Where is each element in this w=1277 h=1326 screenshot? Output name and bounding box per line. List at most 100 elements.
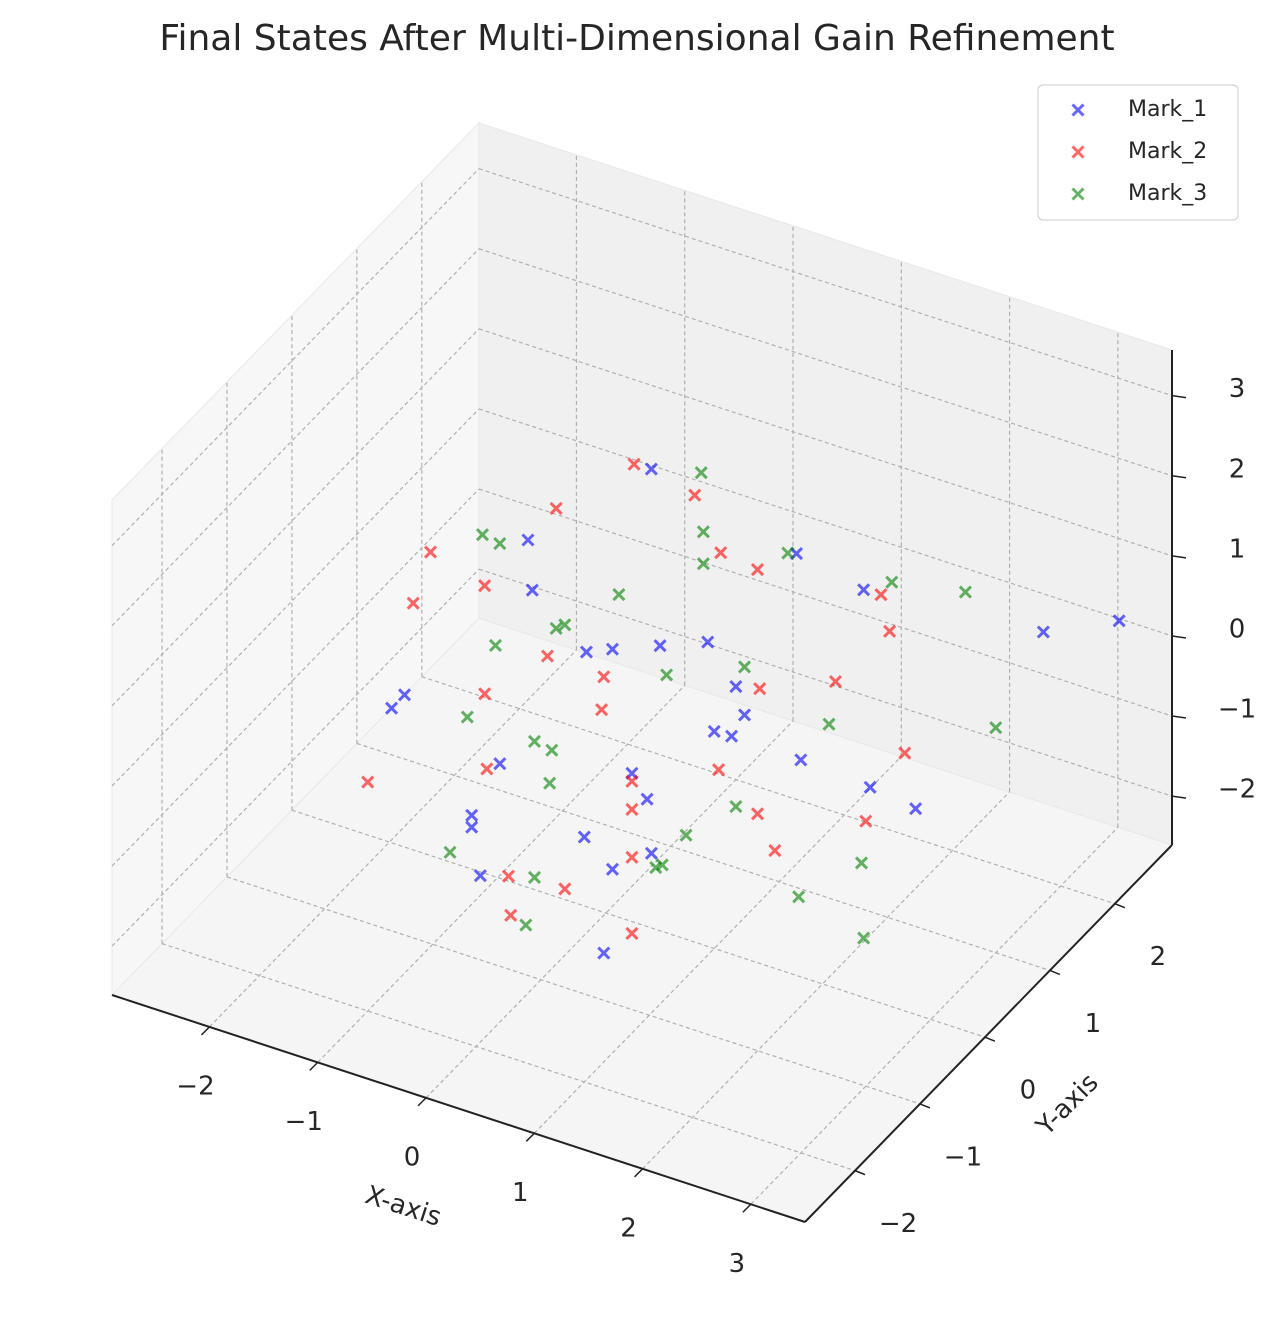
tick-mark xyxy=(525,1132,535,1142)
grid-line xyxy=(478,168,1173,397)
point xyxy=(525,583,539,597)
grid-line xyxy=(111,328,480,707)
point xyxy=(898,746,912,760)
tick-mark xyxy=(1049,969,1061,976)
point xyxy=(423,545,438,559)
point xyxy=(384,701,399,715)
point xyxy=(579,645,594,659)
tick-mark xyxy=(1171,715,1187,719)
point xyxy=(605,642,619,656)
point xyxy=(460,710,474,724)
x-tick-label: 0 xyxy=(404,1142,421,1172)
point xyxy=(540,649,555,663)
x-tick-label: 1 xyxy=(512,1178,529,1208)
point xyxy=(519,918,533,932)
point xyxy=(625,850,639,864)
grid-line xyxy=(111,168,480,547)
point xyxy=(725,729,739,743)
point xyxy=(854,856,869,870)
grid-line xyxy=(317,684,686,1063)
tick-mark xyxy=(742,1203,752,1213)
point xyxy=(714,546,728,560)
point xyxy=(696,525,710,539)
x-tick-label: −2 xyxy=(176,1071,214,1101)
point xyxy=(883,624,897,638)
point xyxy=(521,533,535,547)
tick-mark xyxy=(1171,795,1187,799)
grid-line xyxy=(291,809,986,1038)
x-tick-label: 3 xyxy=(729,1249,746,1279)
tick-mark xyxy=(1171,475,1187,479)
legend-marker xyxy=(1071,145,1085,159)
z-tick-label: 2 xyxy=(1229,454,1246,484)
point xyxy=(493,536,507,551)
point xyxy=(660,668,674,682)
point xyxy=(625,802,639,816)
tick-mark xyxy=(634,1168,644,1178)
chart-title: Final States After Multi-Dimensional Gai… xyxy=(159,18,1114,59)
point xyxy=(644,846,659,860)
point xyxy=(737,660,752,674)
grid-line xyxy=(478,488,1173,717)
point xyxy=(909,802,923,816)
x-axis-label: X-axis xyxy=(361,1180,444,1233)
point xyxy=(792,890,806,904)
y-tick-label: 1 xyxy=(1085,1009,1102,1039)
tick-mark xyxy=(1171,394,1187,399)
point xyxy=(753,682,767,696)
point xyxy=(694,466,708,480)
y-tick-label: 0 xyxy=(1020,1076,1037,1106)
point xyxy=(478,687,492,701)
point xyxy=(989,721,1003,735)
grid-line xyxy=(478,248,1173,477)
point xyxy=(605,862,620,876)
point xyxy=(473,869,487,883)
point xyxy=(480,762,494,776)
tick-mark xyxy=(417,1097,427,1107)
z-tick-label: −1 xyxy=(1218,695,1256,725)
point xyxy=(625,774,639,788)
point xyxy=(857,583,871,597)
point xyxy=(397,688,412,702)
grid-line xyxy=(111,488,480,867)
point xyxy=(465,808,479,822)
tick-mark xyxy=(984,1036,996,1042)
point xyxy=(640,792,654,806)
legend-marker xyxy=(1071,187,1085,201)
x-tick-label: −1 xyxy=(285,1107,323,1137)
point xyxy=(443,845,457,859)
legend-label: Mark_2 xyxy=(1128,139,1207,164)
point xyxy=(729,800,743,814)
point xyxy=(406,596,420,610)
point xyxy=(361,775,375,789)
point xyxy=(822,717,836,731)
grid-line xyxy=(161,943,856,1172)
point xyxy=(863,780,877,794)
point xyxy=(595,703,609,717)
tick-mark xyxy=(1171,635,1187,639)
point xyxy=(478,579,492,593)
point xyxy=(958,585,972,599)
z-tick-label: 1 xyxy=(1229,534,1246,564)
point xyxy=(543,776,557,790)
grid-line xyxy=(421,676,1116,905)
point xyxy=(859,814,873,828)
point xyxy=(711,763,726,777)
point xyxy=(729,680,743,694)
point xyxy=(679,828,693,842)
point xyxy=(644,462,658,476)
point xyxy=(527,870,542,885)
point xyxy=(488,638,503,653)
point xyxy=(707,724,721,738)
y-tick-label: −2 xyxy=(879,1209,917,1239)
point xyxy=(475,528,490,542)
grid-line xyxy=(750,826,1119,1205)
grid-line xyxy=(226,876,921,1105)
point xyxy=(750,807,765,821)
point xyxy=(549,501,563,515)
grid-line xyxy=(478,408,1173,637)
x-tick-label: 2 xyxy=(620,1213,637,1243)
point xyxy=(501,869,516,883)
point xyxy=(1112,614,1126,628)
grid-line xyxy=(478,328,1173,557)
